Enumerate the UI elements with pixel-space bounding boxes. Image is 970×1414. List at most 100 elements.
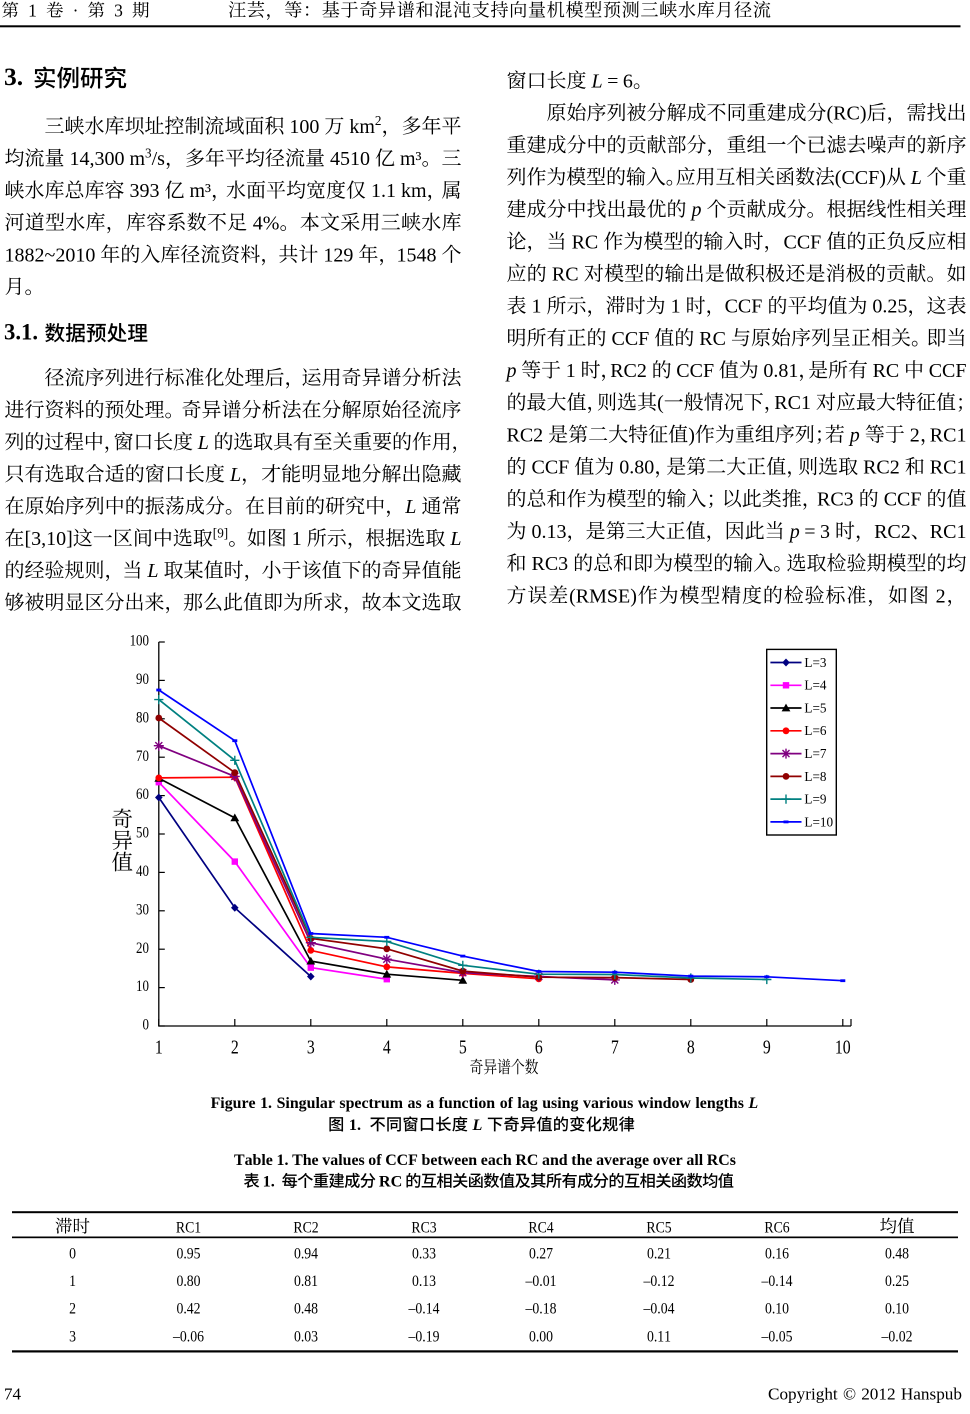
svg-text:m³: m³ xyxy=(400,148,422,170)
svg-text:0.00: 0.00 xyxy=(529,1328,553,1345)
svg-text:2: 2 xyxy=(231,1036,239,1058)
svg-text:0.10: 0.10 xyxy=(885,1301,909,1318)
svg-text:RC: RC xyxy=(873,360,900,382)
svg-text:10: 10 xyxy=(136,978,149,996)
svg-text:100: 100 xyxy=(130,632,149,650)
svg-text:Hanspub: Hanspub xyxy=(901,1385,962,1404)
svg-text:m³: m³ xyxy=(190,180,212,202)
svg-text:CCF: CCF xyxy=(929,360,967,382)
svg-text:L: L xyxy=(146,560,158,582)
svg-text:p: p xyxy=(690,199,702,221)
svg-text:–0.14: –0.14 xyxy=(408,1301,440,1318)
svg-text:0.33: 0.33 xyxy=(412,1245,436,1262)
svg-text:the: the xyxy=(571,1152,592,1169)
svg-text:L: L xyxy=(591,70,603,92)
svg-text:L=10: L=10 xyxy=(804,814,833,829)
svg-text:393: 393 xyxy=(130,180,160,202)
svg-text:–0.04: –0.04 xyxy=(643,1301,675,1318)
svg-text:RC5: RC5 xyxy=(646,1219,671,1236)
svg-text:): ) xyxy=(688,424,695,446)
svg-text:RC2: RC2 xyxy=(863,457,900,479)
svg-text:0.10: 0.10 xyxy=(765,1301,789,1318)
svg-text:4%: 4% xyxy=(253,212,280,234)
svg-text:RC2: RC2 xyxy=(874,521,911,543)
svg-text:0.42: 0.42 xyxy=(176,1301,200,1318)
svg-text:0.25: 0.25 xyxy=(872,296,907,318)
svg-text:over: over xyxy=(653,1152,683,1169)
svg-text:6: 6 xyxy=(623,70,633,92)
svg-text:L=4: L=4 xyxy=(804,678,826,693)
svg-text:1: 1 xyxy=(155,1036,163,1058)
svg-text:3: 3 xyxy=(69,1328,76,1345)
svg-text:10: 10 xyxy=(835,1036,851,1058)
svg-text:L=5: L=5 xyxy=(804,700,826,715)
svg-text:=: = xyxy=(607,70,618,92)
svg-text:all: all xyxy=(686,1152,703,1169)
svg-text:–0.06: –0.06 xyxy=(172,1328,204,1345)
svg-text:Singular: Singular xyxy=(277,1095,335,1112)
svg-text:CCF: CCF xyxy=(784,231,822,253)
svg-text:–0.01: –0.01 xyxy=(525,1273,557,1290)
svg-text:RC: RC xyxy=(699,328,726,350)
svg-text:RC3: RC3 xyxy=(532,553,569,575)
svg-text:0.95: 0.95 xyxy=(176,1245,200,1262)
svg-text:©: © xyxy=(843,1385,856,1404)
svg-text:·: · xyxy=(73,0,79,20)
svg-text:CCF: CCF xyxy=(532,457,570,479)
svg-text:0.94: 0.94 xyxy=(294,1245,319,1262)
svg-text:–0.14: –0.14 xyxy=(761,1273,793,1290)
svg-text:–0.12: –0.12 xyxy=(643,1273,675,1290)
svg-text:CCF: CCF xyxy=(612,328,650,350)
svg-text:of: of xyxy=(368,1152,382,1169)
svg-text:of: of xyxy=(500,1095,514,1112)
svg-text:RC1: RC1 xyxy=(930,521,967,543)
svg-text:6: 6 xyxy=(535,1036,543,1058)
svg-text:Figure: Figure xyxy=(211,1095,256,1112)
svg-text:each: each xyxy=(481,1152,512,1169)
svg-text:0.21: 0.21 xyxy=(647,1245,671,1262)
svg-text:/s: /s xyxy=(152,148,166,170)
svg-text:4510: 4510 xyxy=(330,148,370,170)
svg-text:20: 20 xyxy=(136,940,149,958)
svg-text:1.1 km: 1.1 km xyxy=(371,180,427,202)
svg-text:1: 1 xyxy=(566,360,576,382)
svg-text:0.25: 0.25 xyxy=(885,1273,909,1290)
svg-text:RC: RC xyxy=(379,1173,402,1191)
svg-text:CCF: CCF xyxy=(725,296,763,318)
svg-text:0.03: 0.03 xyxy=(294,1328,318,1345)
svg-text:RC1: RC1 xyxy=(176,1219,201,1236)
svg-text:3: 3 xyxy=(307,1036,315,1058)
svg-text:as: as xyxy=(408,1095,422,1112)
svg-text:and: and xyxy=(542,1152,568,1169)
svg-text:km: km xyxy=(349,116,375,138)
svg-text:8: 8 xyxy=(687,1036,695,1058)
svg-text:(RC): (RC) xyxy=(827,103,867,125)
svg-text:RC3: RC3 xyxy=(817,489,854,511)
svg-text:L=8: L=8 xyxy=(804,769,826,784)
svg-text:9: 9 xyxy=(763,1036,771,1058)
svg-text:p: p xyxy=(848,424,860,446)
svg-text:0.48: 0.48 xyxy=(885,1245,909,1262)
svg-text:90: 90 xyxy=(136,671,149,689)
svg-text:129: 129 xyxy=(323,244,353,266)
svg-text:RC2: RC2 xyxy=(610,360,647,382)
svg-text:RC4: RC4 xyxy=(528,1219,554,1236)
svg-text:L: L xyxy=(197,432,209,454)
svg-text:RC6: RC6 xyxy=(764,1219,790,1236)
svg-text:2: 2 xyxy=(69,1301,76,1318)
svg-text:RC1: RC1 xyxy=(930,424,967,446)
svg-text:5: 5 xyxy=(459,1036,467,1058)
svg-text:=: = xyxy=(804,521,815,543)
svg-text:1: 1 xyxy=(532,296,542,318)
svg-text:1.: 1. xyxy=(263,1173,275,1191)
svg-text:spectrum: spectrum xyxy=(339,1095,403,1112)
svg-text:[3,10]: [3,10] xyxy=(25,528,73,550)
svg-text:RC2: RC2 xyxy=(507,424,544,446)
svg-text:–0.02: –0.02 xyxy=(881,1328,913,1345)
svg-text:1882~2010: 1882~2010 xyxy=(5,244,96,266)
svg-text:0.13: 0.13 xyxy=(412,1273,436,1290)
svg-text:L: L xyxy=(229,464,241,486)
svg-text:1.: 1. xyxy=(260,1095,272,1112)
svg-text:(CCF): (CCF) xyxy=(835,167,886,189)
svg-text:4: 4 xyxy=(383,1036,391,1058)
